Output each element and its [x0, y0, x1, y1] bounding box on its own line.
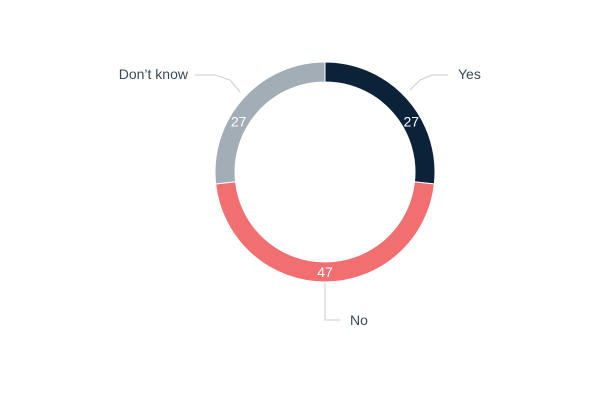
- donut-slices: [214, 61, 436, 283]
- value-label-don-t-know: 27: [231, 113, 247, 129]
- slice-don-t-know: [214, 61, 326, 185]
- category-label-yes: Yes: [458, 66, 481, 82]
- leader-line-no: [324, 283, 340, 321]
- category-label-no: No: [350, 312, 368, 328]
- category-label-don-t-know: Don’t know: [119, 66, 189, 82]
- leader-line-yes: [409, 74, 448, 91]
- leader-line-don-t-know: [195, 74, 241, 93]
- slice-value-labels: 27 47 27: [231, 113, 419, 280]
- category-labels: Yes No Don’t know: [119, 66, 481, 328]
- value-label-yes: 27: [404, 113, 420, 129]
- value-label-no: 47: [317, 264, 333, 280]
